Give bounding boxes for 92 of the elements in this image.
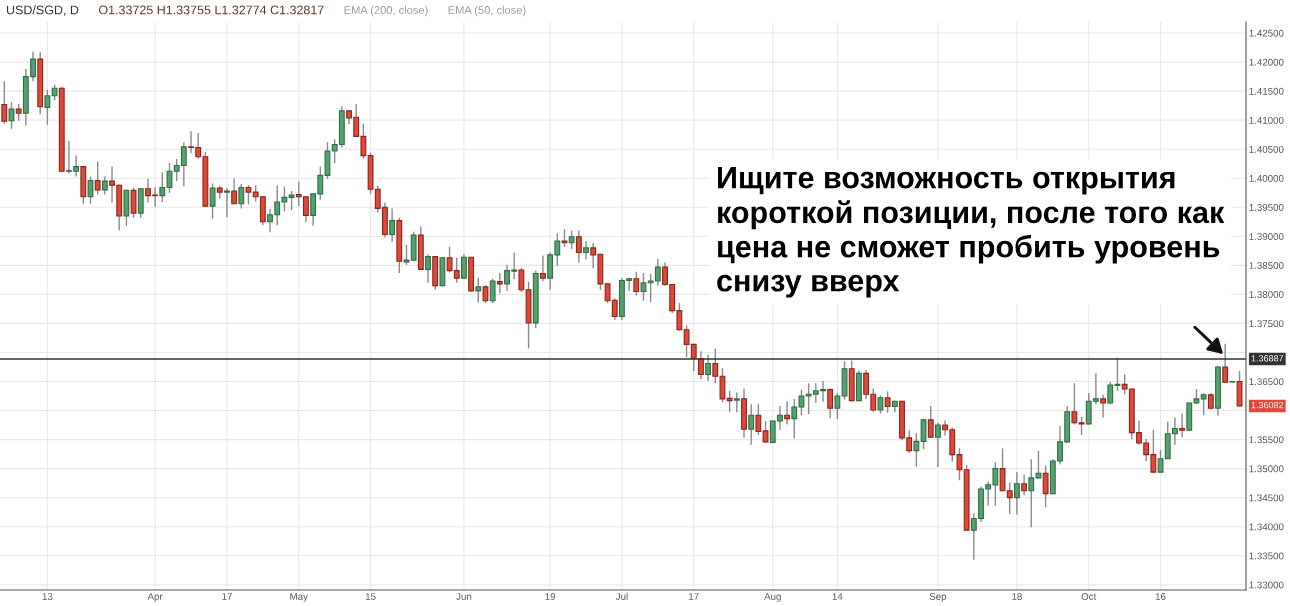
candlestick	[518, 267, 525, 293]
candlestick	[583, 240, 589, 261]
candlestick	[1071, 382, 1078, 426]
chart-subtitle: O1.33725 H1.33755 L1.32774 C1.32817	[98, 5, 324, 15]
y-tick-label: 1.35500	[1249, 436, 1284, 444]
x-tick-label: 17	[222, 593, 232, 600]
y-tick-label: 1.41500	[1249, 87, 1284, 95]
x-tick-label: 19	[545, 593, 556, 600]
y-tick-label: 1.33500	[1249, 552, 1284, 560]
y-tick-label: 1.39000	[1249, 233, 1284, 240]
candlestick	[726, 390, 733, 413]
y-tick-label: 1.40500	[1249, 145, 1284, 153]
text: EMA (50, close)	[448, 5, 526, 17]
candlestick	[8, 101, 15, 130]
x-tick-label: Aug	[764, 593, 781, 602]
candlestick	[877, 394, 884, 415]
x-tick-label: Jun	[456, 593, 472, 600]
candlestick	[1013, 471, 1020, 516]
candlestick	[784, 400, 791, 426]
y-tick-label: 1.42500	[1249, 29, 1284, 37]
y-tick-label: 1.42000	[1249, 58, 1284, 66]
candlestick	[94, 160, 101, 196]
x-tick-label: 13	[42, 593, 53, 600]
x-tick-label: Apr	[147, 593, 163, 602]
candlestick	[1200, 392, 1207, 416]
candlestick	[733, 391, 740, 413]
candlestick	[489, 278, 496, 304]
candlestick	[1042, 465, 1049, 509]
x-tick-label: 16	[1155, 593, 1166, 600]
y-tick-label: 1.36500	[1249, 378, 1284, 386]
candlestick	[1, 80, 8, 125]
candlestick	[1222, 343, 1229, 384]
x-tick-label: 17	[689, 593, 699, 600]
candlestick	[1100, 394, 1107, 419]
chart-title: USD/SGD, D	[6, 5, 79, 16]
candlestick	[44, 89, 51, 126]
x-tick-label: Jul	[615, 592, 628, 600]
candlestick	[755, 403, 762, 436]
x-tick-label: Sep	[929, 593, 947, 602]
y-tick-label: 1.38000	[1249, 291, 1284, 298]
x-tick-label: May	[290, 593, 308, 602]
candlestick	[209, 182, 216, 220]
candlestick	[238, 183, 245, 210]
y-tick-label: 1.39500	[1249, 204, 1284, 211]
y-tick-label: 1.41000	[1249, 116, 1284, 124]
candlestick	[762, 420, 769, 444]
candlestick	[927, 405, 934, 439]
x-tick-label: Oct	[1081, 593, 1097, 600]
candlestick	[568, 229, 575, 250]
candlestick	[403, 244, 410, 266]
candlestick	[87, 175, 94, 205]
y-tick-label: 1.38500	[1249, 262, 1284, 269]
candlestick	[827, 387, 834, 419]
candlestick	[540, 254, 546, 282]
y-tick-label: 1.33000	[1249, 581, 1284, 589]
candlestick	[1179, 412, 1186, 438]
y-tick-label: 1.34000	[1249, 523, 1284, 531]
candlestick	[705, 354, 712, 382]
candlestick	[130, 186, 137, 219]
ref-line-label: 1.36887	[1251, 355, 1284, 362]
candlestick	[697, 350, 704, 380]
candlestick	[496, 272, 503, 294]
candlestick	[575, 229, 582, 264]
candlestick	[288, 190, 295, 211]
x-tick-label: 18	[1012, 593, 1022, 600]
candlestick	[475, 277, 482, 304]
candlestick	[834, 392, 841, 420]
x-tick-label: 15	[365, 593, 376, 600]
candlestick	[920, 417, 927, 450]
candlestick	[640, 272, 647, 302]
candlestick	[425, 253, 431, 284]
candlestick	[461, 253, 467, 280]
candlestick	[389, 207, 396, 243]
candlestick	[913, 432, 920, 468]
candlestick	[224, 187, 230, 218]
candlestick	[1021, 473, 1028, 497]
text: 1.36082	[1251, 401, 1284, 409]
y-tick-label: 1.40000	[1249, 174, 1284, 182]
candlestick	[101, 175, 108, 196]
candlestick	[1078, 416, 1085, 436]
candlestick	[934, 422, 941, 468]
y-tick-label: 1.37500	[1249, 320, 1284, 328]
annotation: Ищите возможность открытия короткой позиции, после того как цена не сможет пробить уровень снизу вверх	[717, 167, 1225, 298]
y-tick-label: 1.34500	[1249, 494, 1284, 502]
candlestick	[884, 390, 891, 414]
text: EMA (200, close)	[344, 5, 428, 17]
y-tick-label: 1.35000	[1249, 465, 1284, 473]
candlestick	[748, 403, 755, 446]
candlestick	[482, 284, 489, 304]
candlestick	[231, 177, 238, 206]
candlestick	[633, 271, 640, 297]
x-tick-label: 14	[832, 593, 843, 600]
